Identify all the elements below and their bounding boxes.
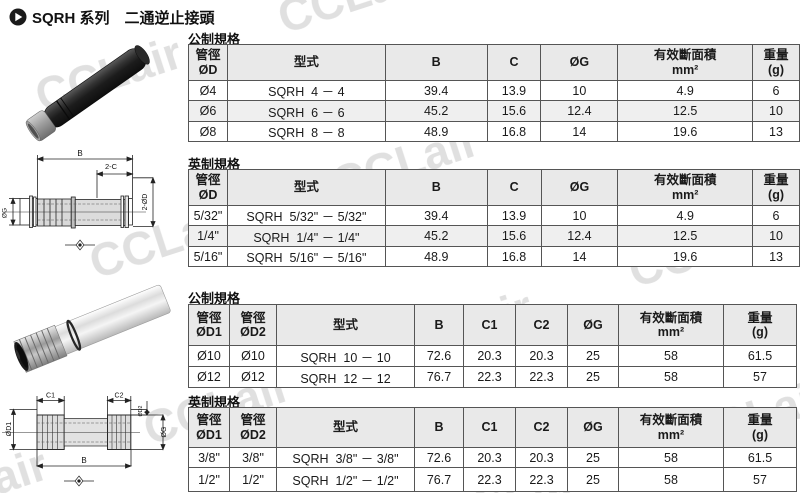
svg-text:ØD1: ØD1 bbox=[6, 422, 13, 437]
svg-text:ØG: ØG bbox=[161, 427, 168, 438]
svg-text:B: B bbox=[77, 150, 82, 158]
svg-text:B: B bbox=[81, 456, 86, 465]
svg-text:2-ØD: 2-ØD bbox=[142, 194, 149, 211]
svg-text:2-C: 2-C bbox=[105, 162, 118, 171]
svg-text:ØG: ØG bbox=[2, 208, 9, 218]
